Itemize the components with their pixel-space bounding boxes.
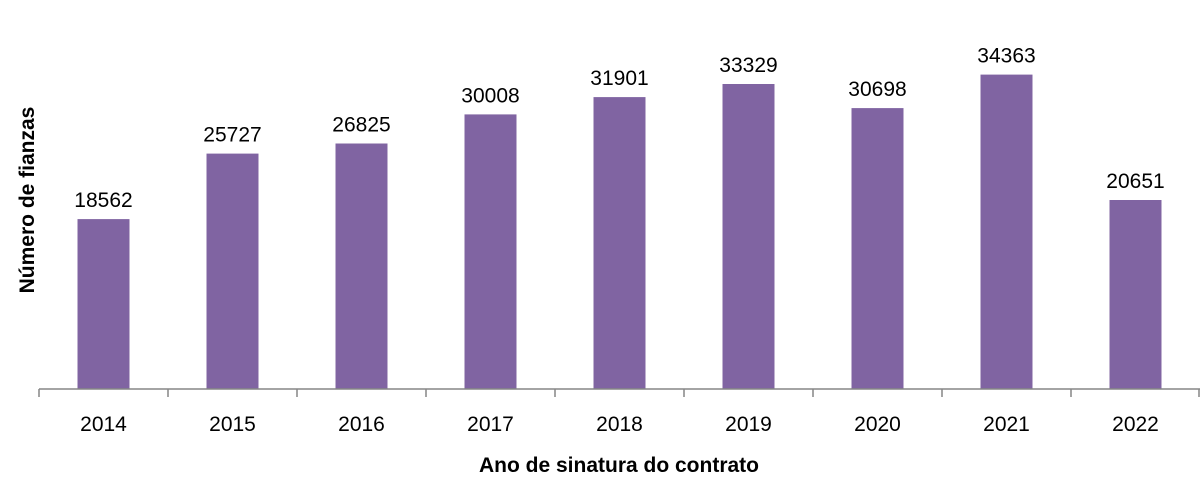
- x-tick-label-2018: 2018: [596, 413, 643, 436]
- x-tick-label-2022: 2022: [1112, 413, 1159, 436]
- data-label-2019: 33329: [719, 54, 777, 77]
- bar-2017: [464, 114, 517, 390]
- data-label-2021: 34363: [977, 45, 1035, 68]
- y-axis-title: Número de fianzas: [16, 107, 39, 294]
- data-label-2015: 25727: [203, 124, 261, 147]
- x-axis-tick-labels: 2014 2015 2016 2017 2018 2019 2020 2021 2022: [80, 413, 1159, 436]
- bar-2018: [593, 97, 646, 389]
- data-label-2018: 31901: [590, 67, 648, 90]
- data-label-2017: 30008: [461, 84, 519, 107]
- x-tick-label-2017: 2017: [467, 413, 514, 436]
- x-tick-label-2015: 2015: [209, 413, 256, 436]
- bar-2016: [335, 143, 388, 389]
- x-axis-ticks: [38, 389, 1200, 397]
- bar-2015: [206, 153, 259, 389]
- x-tick-label-2019: 2019: [725, 413, 772, 436]
- data-label-2022: 20651: [1106, 170, 1164, 193]
- data-label-2016: 26825: [332, 114, 390, 137]
- bar-2022: [1109, 200, 1162, 389]
- data-label-2014: 18562: [74, 189, 132, 212]
- data-labels-layer: 18562 25727 26825 30008 31901 33329 30698 34363…: [74, 45, 1164, 213]
- bar-2020: [851, 108, 904, 389]
- x-tick-label-2021: 2021: [983, 413, 1030, 436]
- x-tick-label-2016: 2016: [338, 413, 385, 436]
- bar-2021: [980, 74, 1033, 389]
- bars-layer: [77, 74, 1162, 390]
- x-tick-label-2014: 2014: [80, 413, 127, 436]
- x-axis-title: Ano de sinatura do contrato: [479, 454, 759, 477]
- x-tick-label-2020: 2020: [854, 413, 901, 436]
- bar-2014: [77, 219, 130, 389]
- data-label-2020: 30698: [848, 78, 906, 101]
- bar-2019: [722, 84, 775, 389]
